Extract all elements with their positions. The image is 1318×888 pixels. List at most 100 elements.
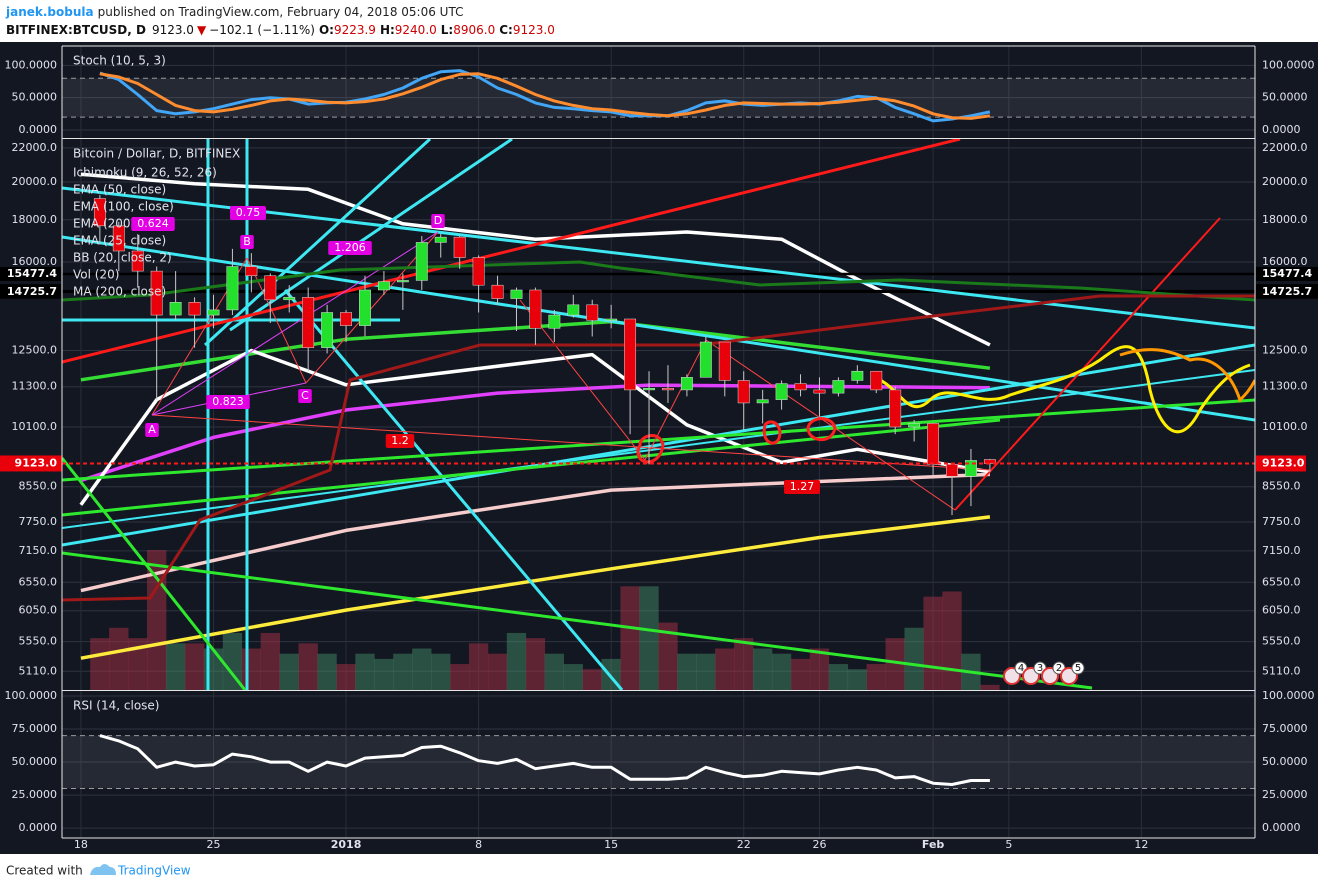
event-count: 3 — [1037, 663, 1043, 674]
y-tick-label: 100.0000 — [5, 58, 58, 71]
volume-bar — [582, 669, 602, 690]
candle-body — [908, 423, 921, 428]
volume-bar — [336, 664, 356, 690]
annotation: 1.27 — [790, 480, 815, 493]
candle-body — [150, 270, 163, 316]
brand[interactable]: TradingView — [117, 864, 191, 878]
freehand — [879, 345, 1251, 434]
annotation-box — [784, 480, 820, 494]
ohlc-value: 8906.0 — [453, 23, 495, 37]
candle-body — [927, 423, 940, 465]
volume-bar — [544, 653, 565, 690]
volume-bar — [696, 653, 716, 690]
annotation: 1.2 — [391, 434, 409, 447]
candle-body — [245, 266, 258, 276]
ichimoku-line — [62, 294, 1255, 602]
symbol-line: BITFINEX:BTCUSD, D 9123.0 ▼ −102.1 (−1.11%)… — [6, 23, 555, 37]
annotation: 0.823 — [212, 395, 244, 408]
annotation: 0.624 — [137, 217, 169, 230]
volume-bar — [885, 638, 905, 690]
volume-bar — [431, 653, 451, 690]
trend-line — [62, 398, 1255, 482]
freehand — [806, 417, 837, 442]
candle-body — [794, 383, 807, 391]
ohlc-key: L: — [441, 23, 453, 37]
x-tick-label: Feb — [922, 838, 945, 851]
legend-entry: EMA (50, close) — [73, 183, 166, 197]
candle-body — [491, 284, 504, 299]
header-line: janek.bobula published on TradingView.com… — [5, 5, 463, 19]
price-label-box — [0, 284, 61, 299]
y-tick-label: 5110.0 — [19, 664, 58, 677]
candle-body — [359, 289, 371, 326]
oscillators — [99, 69, 991, 786]
candle-body — [434, 236, 447, 243]
volume-bar — [241, 648, 262, 690]
candle-body — [813, 389, 826, 394]
y-tick-label: 22000.0 — [12, 141, 58, 154]
indicator-line — [80, 515, 991, 660]
candle-body — [472, 257, 485, 286]
candle-body — [453, 236, 466, 258]
x-tick-label: 18 — [74, 838, 88, 851]
price-data — [93, 194, 996, 516]
trend-line — [62, 235, 1255, 422]
y-tick-label: 12500.0 — [1262, 344, 1308, 357]
legend-entry: MA (200, close) — [73, 285, 166, 299]
legend-entry: EMA (25, close) — [73, 234, 166, 248]
y-tick-label: 75.0000 — [12, 722, 58, 735]
y-tick-label: 7150.0 — [1262, 544, 1301, 557]
volume-bar — [771, 653, 792, 690]
trend-line — [203, 139, 432, 347]
volume-bar — [184, 643, 205, 690]
volume-bar — [487, 653, 508, 690]
trend-line — [62, 551, 1093, 690]
y-tick-label: 0.0000 — [1262, 821, 1301, 834]
y-tick-label: 100.0000 — [1262, 689, 1315, 702]
volume-bar — [923, 596, 943, 690]
annotation-box — [431, 214, 445, 228]
y-tick-label: 5550.0 — [19, 635, 58, 648]
trend-line — [229, 139, 513, 332]
legend-entry: Vol (20) — [73, 268, 119, 282]
panel-title: RSI (14, close) — [73, 699, 159, 713]
brand-logo — [90, 864, 116, 875]
y-tick-label: 6050.0 — [1262, 604, 1301, 617]
x-tick-label: 26 — [812, 838, 826, 851]
y-tick-label: 100.0000 — [5, 689, 58, 702]
trend-line — [62, 369, 1255, 529]
arrow: ▼ — [197, 23, 207, 37]
annotation: A — [148, 423, 156, 436]
ohlc-value: 9223.9 — [334, 23, 376, 37]
price-label: 14725.7 — [7, 285, 57, 298]
candle-body — [283, 297, 296, 301]
candle-body — [510, 289, 523, 299]
y-tick-label: 5110.0 — [1262, 664, 1301, 677]
trend-line — [62, 457, 247, 690]
candle-body — [889, 389, 902, 428]
user[interactable]: janek.bobula — [5, 5, 94, 19]
y-tick-label: 10100.0 — [1262, 420, 1308, 433]
y-tick-label: 50.0000 — [1262, 91, 1308, 104]
x-tick-label: 5 — [1005, 838, 1012, 851]
volume-bar — [658, 622, 678, 690]
event-count: 2 — [1056, 663, 1062, 674]
indicator-line — [80, 383, 990, 483]
annotation-box — [240, 235, 254, 249]
volume-bar — [374, 658, 394, 690]
y-tick-label: 20000.0 — [12, 175, 58, 188]
last-price-label: 9123.0 — [15, 456, 58, 469]
volume-bar — [317, 653, 337, 690]
indicator-line — [79, 348, 991, 506]
candle-body — [264, 275, 277, 301]
volume-bar — [563, 664, 583, 690]
candle-body — [756, 399, 769, 404]
candle-body — [851, 370, 864, 381]
candle-body — [567, 304, 580, 316]
y-tick-label: 6050.0 — [19, 604, 58, 617]
y-tick-label: 16000.0 — [12, 255, 58, 268]
annotation-box — [145, 423, 159, 437]
y-tick-label: 50.0000 — [1262, 755, 1308, 768]
volume-bar — [525, 638, 546, 690]
